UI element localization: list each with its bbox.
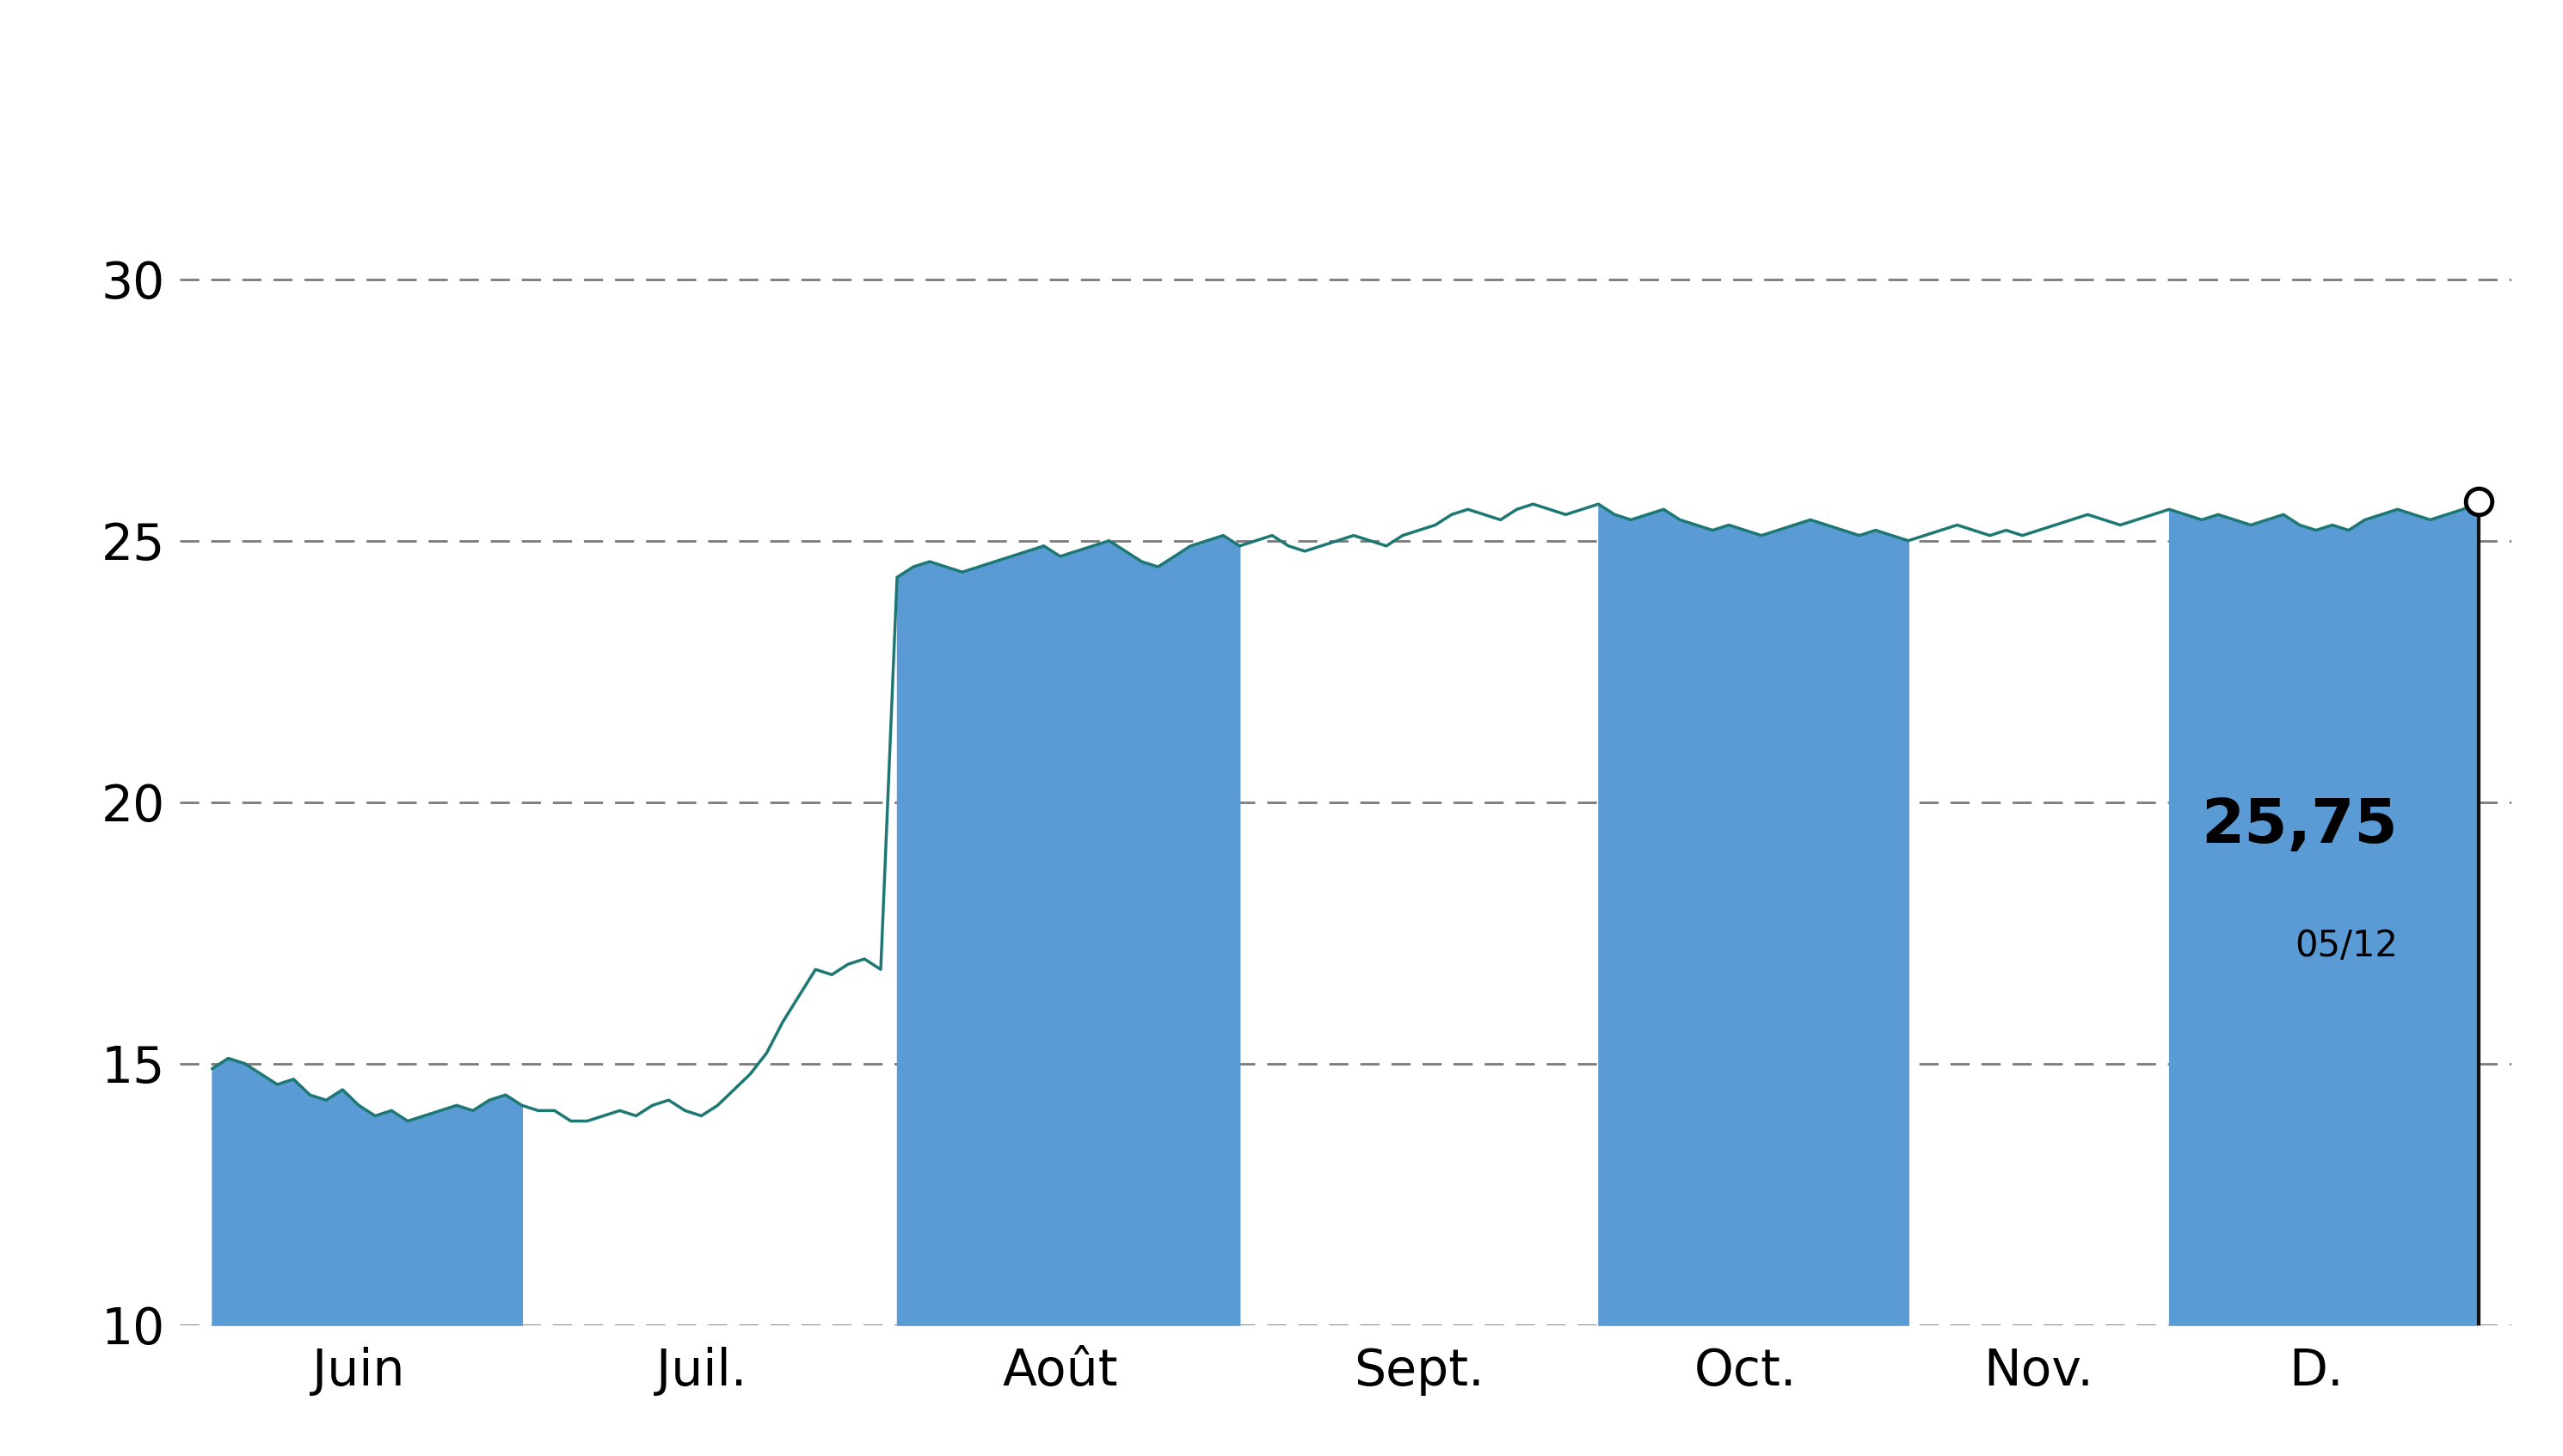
Text: 25,75: 25,75 xyxy=(2202,796,2396,855)
Text: EUROBIO-SCIENTIFIC: EUROBIO-SCIENTIFIC xyxy=(615,20,1948,131)
Text: 05/12: 05/12 xyxy=(2294,927,2396,964)
